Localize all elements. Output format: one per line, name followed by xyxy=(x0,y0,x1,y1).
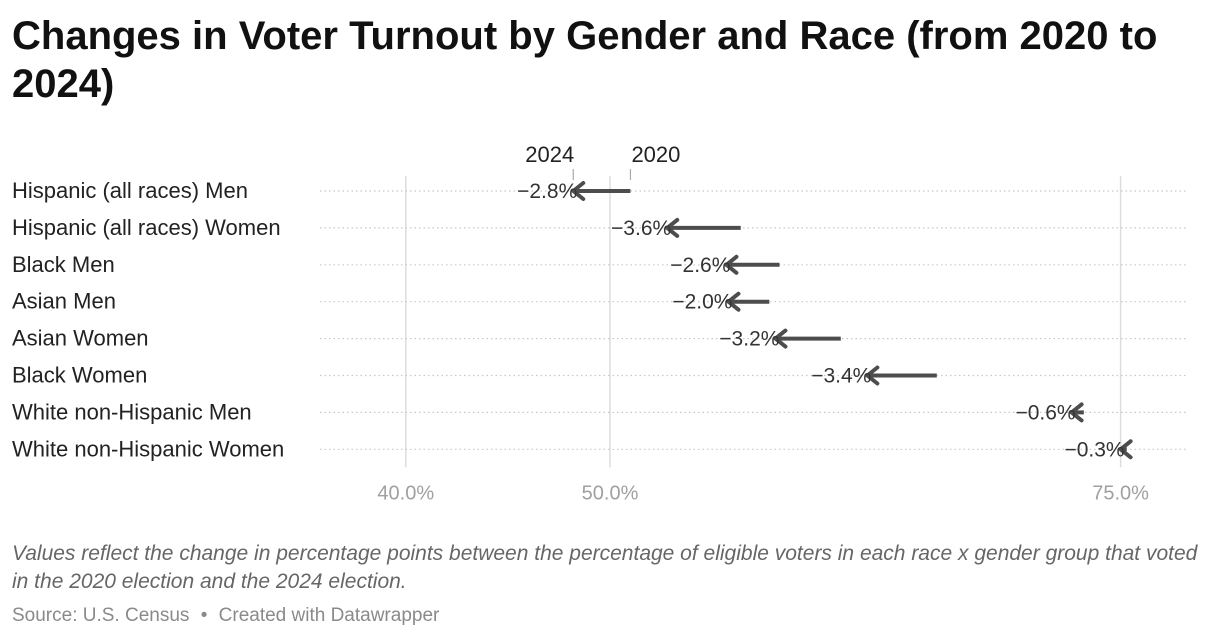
change-label: −0.6% xyxy=(1015,401,1075,424)
row-label: White non-Hispanic Men xyxy=(12,399,252,424)
row-label: Black Men xyxy=(12,252,115,277)
arrow-head xyxy=(773,328,788,349)
arrow-head xyxy=(865,365,880,386)
arrow-head xyxy=(571,181,586,201)
change-label: −2.8% xyxy=(517,180,577,203)
arrow-row: Black Women −3.4% xyxy=(12,363,1188,388)
chart-title: Changes in Voter Turnout by Gender and R… xyxy=(12,14,1158,106)
chart-notes: Values reflect the change in percentage … xyxy=(12,542,1198,593)
change-label: −2.0% xyxy=(672,291,732,314)
arrow-row: White non-Hispanic Women −0.3% xyxy=(12,436,1188,461)
arrow-chart: 40.0% 50.0% 75.0% Hispanic (all races) Men −… xyxy=(12,142,1188,504)
arrow-head xyxy=(726,291,741,312)
series-label-2024: 2024 xyxy=(525,142,574,167)
footer-separator: • xyxy=(200,605,208,626)
change-label: −3.2% xyxy=(719,328,779,351)
change-label: −2.6% xyxy=(670,254,730,277)
x-tick-label: 50.0% xyxy=(582,482,639,504)
arrow-row: Black Men −2.6% xyxy=(12,252,1188,277)
row-label: Hispanic (all races) Men xyxy=(12,178,248,203)
arrow-head xyxy=(724,254,739,275)
row-label: Black Women xyxy=(12,363,147,388)
arrow-head xyxy=(1069,402,1084,423)
row-label: Hispanic (all races) Women xyxy=(12,215,281,240)
credit-text: Created with Datawrapper xyxy=(218,605,440,626)
row-label: White non-Hispanic Women xyxy=(12,436,284,461)
series-label-2020: 2020 xyxy=(631,142,680,167)
change-label: −0.3% xyxy=(1064,438,1124,461)
change-label: −3.6% xyxy=(611,217,671,240)
arrow-row: Hispanic (all races) Men −2.8% xyxy=(12,178,1188,203)
source-text: Source: U.S. Census xyxy=(12,605,190,626)
row-label: Asian Men xyxy=(12,289,116,314)
row-label: Asian Women xyxy=(12,326,149,351)
footer: Source: U.S. Census • Created with Dataw… xyxy=(12,605,439,627)
x-tick-label: 75.0% xyxy=(1092,482,1149,504)
arrow-row: Asian Women −3.2% xyxy=(12,326,1188,351)
arrow-row: White non-Hispanic Men −0.6% xyxy=(12,399,1188,424)
arrow-head xyxy=(665,217,680,238)
arrow-row: Asian Men −2.0% xyxy=(12,289,1188,314)
arrow-row: Hispanic (all races) Women −3.6% xyxy=(12,215,1188,240)
arrow-head xyxy=(1118,439,1133,460)
x-tick-label: 40.0% xyxy=(377,482,434,504)
change-label: −3.4% xyxy=(811,365,871,388)
